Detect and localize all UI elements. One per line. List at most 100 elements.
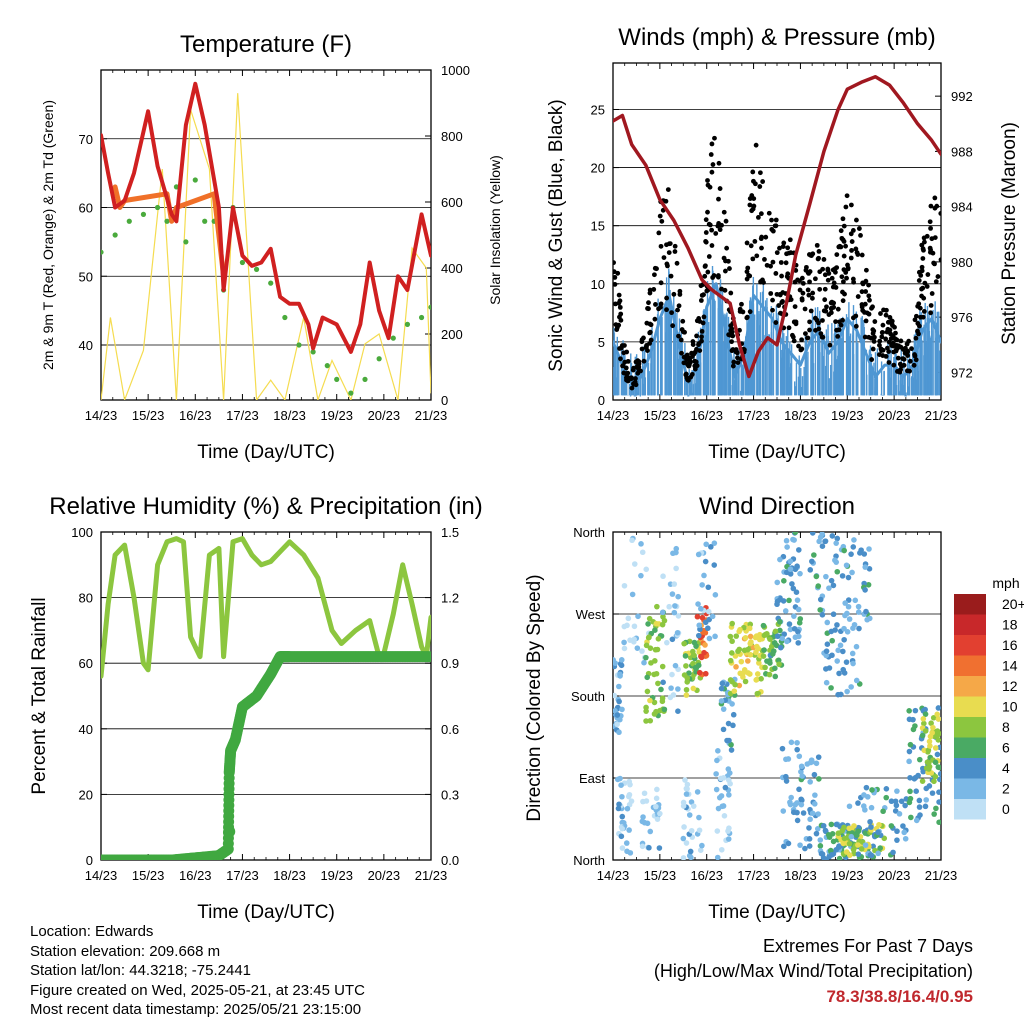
gust-point xyxy=(750,256,756,262)
dewpoint-point xyxy=(282,314,288,321)
direction-point xyxy=(846,616,853,622)
direction-point xyxy=(781,631,788,637)
gust-point xyxy=(816,248,822,254)
direction-point xyxy=(696,669,703,676)
direction-point xyxy=(618,782,624,788)
direction-point xyxy=(690,660,696,667)
gust-point xyxy=(623,365,629,371)
direction-point xyxy=(702,629,709,636)
gust-point xyxy=(918,272,924,278)
direction-point xyxy=(841,636,847,643)
direction-point xyxy=(916,797,923,804)
direction-point xyxy=(701,572,707,579)
direction-point xyxy=(683,692,690,698)
gust-point xyxy=(716,196,721,202)
direction-point xyxy=(779,635,786,642)
direction-point xyxy=(828,852,835,858)
gust-point xyxy=(727,266,732,271)
gust-point xyxy=(722,287,728,293)
direction-point xyxy=(847,852,853,858)
gust-point xyxy=(658,280,664,286)
direction-point xyxy=(736,682,743,689)
direction-point xyxy=(644,674,651,681)
colorbar-label: 12 xyxy=(1002,678,1018,694)
direction-point xyxy=(817,596,824,603)
gust-point xyxy=(623,371,629,377)
direction-point xyxy=(675,708,681,715)
gust-point xyxy=(784,251,789,257)
gust-point xyxy=(785,245,791,251)
direction-point xyxy=(620,820,627,826)
gust-point xyxy=(828,306,834,312)
direction-point xyxy=(868,824,874,830)
direction-point xyxy=(814,825,821,832)
gust-point xyxy=(797,287,803,293)
gust-point xyxy=(702,273,708,279)
gust-point xyxy=(840,298,846,304)
direction-point xyxy=(718,698,725,704)
gust-point xyxy=(845,262,850,268)
direction-point xyxy=(695,601,701,607)
gust-point xyxy=(763,234,769,240)
gust-point xyxy=(703,239,709,245)
gust-point xyxy=(796,343,801,349)
gust-point xyxy=(814,242,820,248)
gust-point xyxy=(909,346,914,352)
direction-point xyxy=(774,633,781,640)
direction-point xyxy=(855,603,862,610)
gust-point xyxy=(704,288,710,294)
gust-point xyxy=(833,285,839,290)
direction-point xyxy=(682,777,688,783)
gust-point xyxy=(872,319,878,324)
gust-point xyxy=(657,213,663,219)
direction-point xyxy=(779,745,786,752)
gust-point xyxy=(929,291,935,296)
direction-series-group xyxy=(613,532,941,860)
direction-point xyxy=(660,573,666,580)
gust-point xyxy=(888,331,894,337)
direction-point xyxy=(782,608,789,614)
direction-point xyxy=(798,801,805,808)
gust-point xyxy=(731,359,737,365)
gust-point xyxy=(773,217,779,223)
gust-point xyxy=(768,291,774,296)
direction-point xyxy=(652,658,658,664)
created-text: Figure created on Wed, 2025-05-21, at 23… xyxy=(30,981,365,999)
colorbar-swatch xyxy=(954,594,986,615)
gust-point xyxy=(866,293,872,299)
direction-point xyxy=(639,549,646,556)
gust-point xyxy=(758,279,763,285)
direction-point xyxy=(813,830,820,837)
x-tick-label: 15/23 xyxy=(644,868,677,883)
direction-point xyxy=(712,633,718,640)
gust-point xyxy=(812,276,818,282)
direction-point xyxy=(725,828,731,834)
direction-point xyxy=(714,854,721,860)
colorbar-label: 14 xyxy=(1002,658,1018,674)
direction-point xyxy=(668,685,674,691)
gust-point xyxy=(778,260,784,265)
direction-point xyxy=(937,776,941,783)
x-tick-label: 18/23 xyxy=(273,408,306,423)
y-right-tick-label: 800 xyxy=(441,129,463,144)
gust-point xyxy=(723,258,728,264)
gust-point xyxy=(870,346,876,352)
gust-point xyxy=(835,306,841,312)
direction-point xyxy=(830,611,837,618)
gust-point xyxy=(898,338,904,344)
gust-point xyxy=(666,250,672,256)
dewpoint-point xyxy=(268,280,274,286)
direction-point xyxy=(714,828,721,834)
direction-point xyxy=(795,606,802,613)
gust-point xyxy=(928,203,934,209)
direction-point xyxy=(653,670,660,677)
direction-point xyxy=(833,847,839,853)
direction-point xyxy=(843,562,850,569)
colorbar-swatch xyxy=(954,696,986,717)
gust-point xyxy=(802,306,808,312)
y-right-tick-label: 600 xyxy=(441,195,463,210)
gust-point xyxy=(635,370,641,376)
gust-point xyxy=(658,304,663,310)
direction-point xyxy=(756,660,762,666)
gust-point xyxy=(895,355,901,361)
